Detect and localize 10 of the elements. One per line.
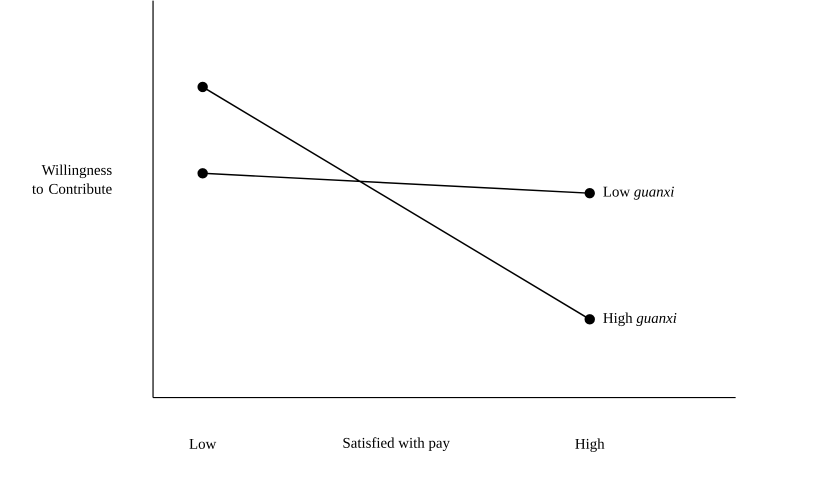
y-axis-title: Willingness to Contribute — [32, 164, 112, 194]
x-axis-title: Satisfied with pay — [343, 437, 450, 451]
x-tick-label: Low — [189, 439, 216, 449]
series-label: Low guanxi — [603, 186, 674, 200]
point — [584, 314, 595, 325]
series-label: High guanxi — [603, 312, 676, 326]
point — [197, 82, 208, 92]
x-tick-label: High — [575, 438, 604, 452]
point — [197, 168, 208, 179]
point — [584, 188, 595, 198]
